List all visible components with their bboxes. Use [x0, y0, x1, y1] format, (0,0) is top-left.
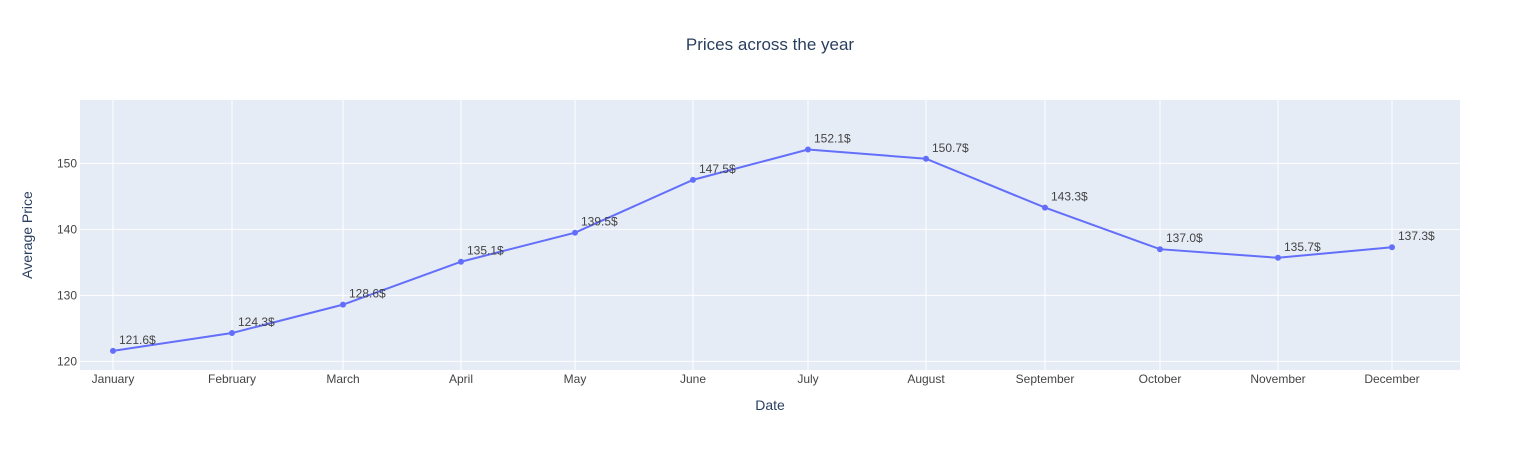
x-tick-label: June	[680, 372, 706, 386]
y-axis-ticks: 120 130 140 150	[57, 156, 77, 368]
x-tick-label: July	[797, 372, 818, 386]
data-point	[229, 330, 235, 337]
data-label: 121.6$	[119, 333, 156, 347]
data-label: 137.3$	[1398, 229, 1435, 243]
data-label: 150.7$	[932, 141, 969, 155]
data-label: 147.5$	[699, 162, 736, 176]
data-label: 135.7$	[1284, 240, 1321, 254]
y-tick-label: 120	[57, 354, 77, 368]
x-tick-label: February	[208, 372, 256, 386]
data-point	[1157, 246, 1163, 253]
data-point	[690, 176, 696, 183]
data-point	[340, 301, 346, 308]
plot-background	[80, 100, 1460, 370]
data-label: 139.5$	[581, 215, 618, 229]
series-line	[112, 148, 1393, 352]
data-label: 143.3$	[1051, 190, 1088, 204]
chart-title: Prices across the year	[686, 35, 855, 54]
data-point	[572, 229, 578, 236]
x-tick-label: August	[907, 372, 945, 386]
data-point	[110, 347, 116, 354]
series-line-layer	[112, 148, 1393, 352]
y-axis-title: Average Price	[19, 191, 35, 279]
data-point	[1389, 244, 1395, 251]
x-tick-label: October	[1139, 372, 1182, 386]
data-labels: 121.6$ 124.3$ 128.6$ 135.1$ 139.5$ 147.5$ 152.…	[119, 132, 1435, 347]
x-tick-label: May	[564, 372, 587, 386]
data-point	[805, 146, 811, 153]
data-point	[1042, 204, 1048, 211]
y-tick-label: 140	[57, 222, 77, 236]
x-tick-label: April	[449, 372, 473, 386]
data-point	[923, 155, 929, 162]
x-tick-label: November	[1250, 372, 1305, 386]
x-tick-label: September	[1016, 372, 1075, 386]
x-axis-title: Date	[755, 397, 785, 413]
data-label: 152.1$	[814, 132, 851, 146]
x-tick-label: March	[326, 372, 359, 386]
data-points	[110, 146, 1395, 354]
data-point	[1275, 254, 1281, 261]
x-tick-label: January	[92, 372, 135, 386]
data-label: 124.3$	[238, 315, 275, 329]
grid-lines	[80, 100, 1460, 370]
x-axis-ticks: January February March April May June July Augu…	[92, 372, 1420, 386]
data-label: 128.6$	[349, 287, 386, 301]
x-tick-label: December	[1364, 372, 1419, 386]
data-label: 135.1$	[467, 244, 504, 258]
y-tick-label: 150	[57, 156, 77, 170]
data-point	[458, 258, 464, 265]
y-tick-label: 130	[57, 288, 77, 302]
data-label: 137.0$	[1166, 231, 1203, 245]
